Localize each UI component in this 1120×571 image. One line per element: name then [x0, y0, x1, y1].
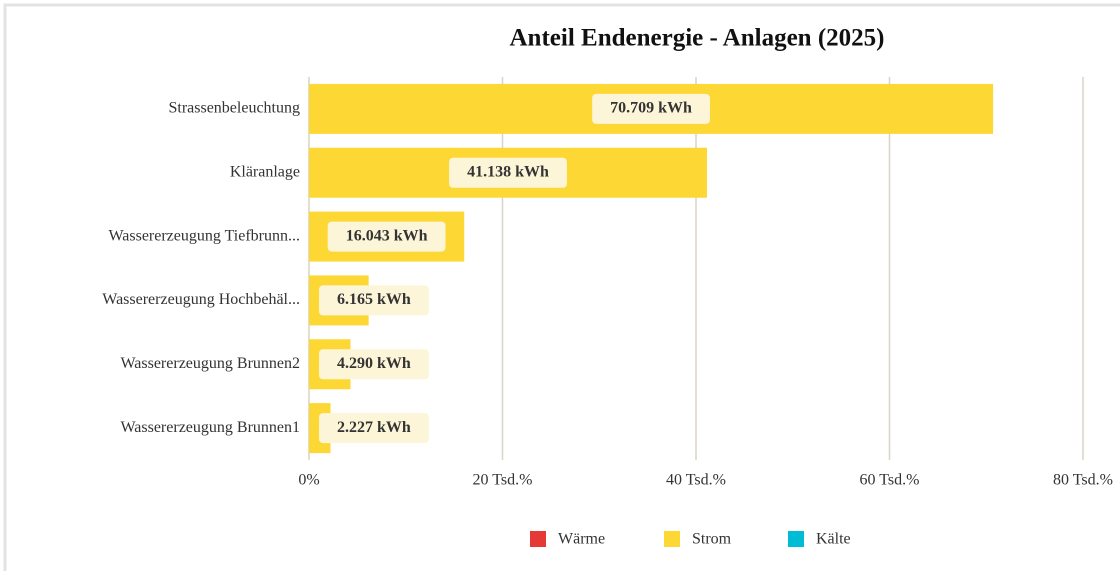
data-label: 70.709 kWh	[610, 100, 692, 117]
x-tick-label: 60 Tsd.%	[860, 472, 920, 489]
data-label: 41.138 kWh	[467, 163, 549, 180]
frame	[3, 3, 1120, 571]
data-label: 16.043 kWh	[346, 227, 428, 244]
legend-label: Strom	[692, 531, 732, 548]
legend-label: Kälte	[816, 531, 851, 548]
y-tick-label: Strassenbeleuchtung	[168, 100, 300, 117]
legend-swatch	[664, 531, 680, 547]
data-label-bg	[319, 285, 429, 316]
y-tick-label: Kläranlage	[230, 163, 300, 180]
data-label-bg	[319, 413, 429, 444]
y-tick-label: Wassererzeugung Hochbehäl...	[102, 291, 300, 308]
data-label: 6.165 kWh	[337, 291, 411, 308]
x-tick-label: 40 Tsd.%	[666, 472, 726, 489]
y-tick-label: Wassererzeugung Tiefbrunn...	[108, 227, 300, 244]
data-label-bg	[319, 349, 429, 380]
y-tick-label: Wassererzeugung Brunnen2	[120, 355, 300, 372]
x-tick-label: 20 Tsd.%	[473, 472, 533, 489]
x-tick-label: 0%	[298, 472, 319, 489]
data-label: 4.290 kWh	[337, 355, 411, 372]
data-label-bg	[592, 93, 710, 124]
data-label-bg	[449, 157, 567, 188]
data-label-bg	[327, 221, 446, 252]
legend-swatch	[530, 531, 546, 547]
legend-swatch	[788, 531, 804, 547]
x-tick-label: 80 Tsd.%	[1053, 472, 1113, 489]
y-tick-label: Wassererzeugung Brunnen1	[120, 419, 300, 436]
legend-label: Wärme	[558, 531, 605, 548]
chart-title: Anteil Endenergie - Anlagen (2025)	[510, 25, 885, 52]
data-label: 2.227 kWh	[337, 419, 411, 436]
